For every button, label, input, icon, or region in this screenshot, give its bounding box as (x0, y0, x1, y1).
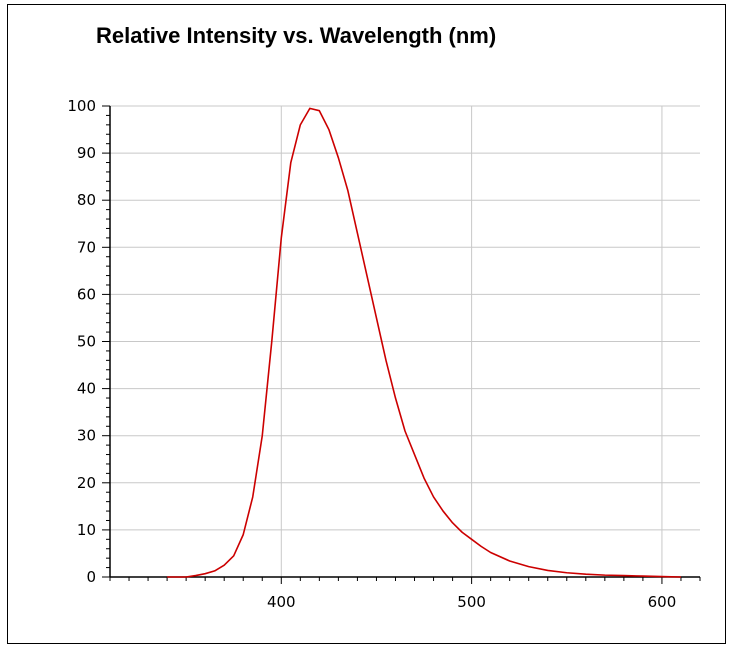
chart-frame: Relative Intensity vs. Wavelength (nm) (7, 4, 726, 644)
series-layer (167, 107, 681, 578)
chart-title: Relative Intensity vs. Wavelength (nm) (96, 23, 497, 48)
y-tick-label-0: 0 (86, 568, 96, 586)
x-tick-label-600: 600 (648, 593, 677, 611)
y-tick-label-20: 20 (77, 474, 96, 492)
x-tick-label-500: 500 (457, 593, 486, 611)
y-tick-label-60: 60 (77, 285, 96, 303)
grid-lines (110, 105, 700, 577)
y-tick-label-40: 40 (77, 380, 96, 398)
tick-labels: 0 10 20 30 40 50 60 70 80 90 100 400 500 600 (67, 97, 676, 611)
axes (102, 105, 701, 584)
y-tick-label-30: 30 (77, 427, 96, 445)
x-tick-label-400: 400 (267, 593, 296, 611)
y-tick-label-90: 90 (77, 144, 96, 162)
y-tick-label-80: 80 (77, 191, 96, 209)
y-tick-label-50: 50 (77, 333, 96, 351)
y-tick-label-10: 10 (77, 521, 96, 539)
y-tick-label-70: 70 (77, 238, 96, 256)
series-line-0 (167, 107, 681, 578)
y-tick-label-100: 100 (67, 97, 96, 115)
